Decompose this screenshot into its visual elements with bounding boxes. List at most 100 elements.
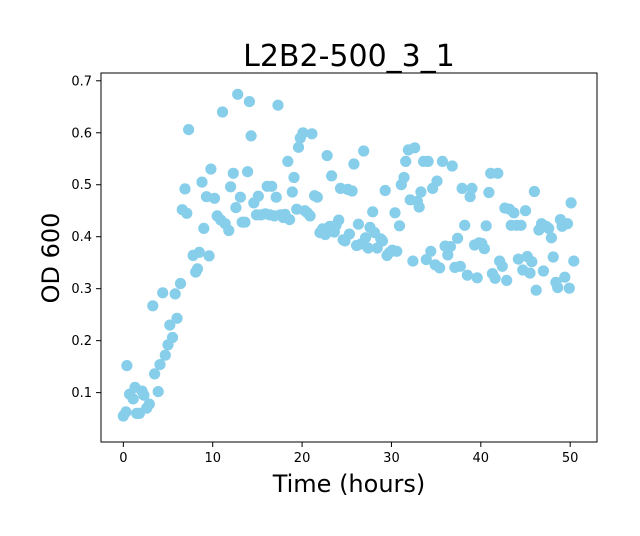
- data-point: [159, 349, 171, 361]
- data-point: [252, 190, 264, 202]
- data-point: [483, 186, 495, 199]
- data-point: [166, 331, 179, 344]
- plot-frame: [100, 72, 598, 443]
- data-point: [563, 282, 575, 294]
- data-point: [193, 246, 205, 258]
- data-point: [152, 386, 164, 398]
- y-tick-label: 0.3: [71, 282, 92, 297]
- data-point: [466, 182, 478, 194]
- x-tick-label: 0: [119, 451, 127, 466]
- data-point: [138, 389, 150, 401]
- data-point: [243, 96, 255, 108]
- x-tick-label: 20: [294, 451, 311, 466]
- data-point: [367, 206, 379, 218]
- chart-title: L2B2-500_3_1: [243, 39, 455, 74]
- data-point: [422, 155, 434, 167]
- data-point: [348, 158, 360, 170]
- axes: 0 10 20 30 40 50 0.1 0.2 0.3 0.4 0.5 0.6 0.7: [71, 72, 598, 466]
- data-point: [223, 224, 235, 237]
- data-point: [515, 219, 527, 231]
- data-point: [286, 186, 298, 198]
- data-point: [198, 222, 210, 234]
- data-point: [288, 171, 300, 184]
- data-point: [164, 319, 176, 331]
- data-point: [230, 202, 242, 214]
- data-point: [179, 183, 191, 195]
- y-tick-label: 0.1: [71, 386, 92, 401]
- data-point: [413, 201, 425, 213]
- data-point: [149, 368, 161, 380]
- data-point: [266, 180, 278, 192]
- x-tick-label: 40: [473, 451, 490, 466]
- data-point: [400, 155, 412, 167]
- y-tick-label: 0.7: [71, 74, 92, 89]
- data-point: [519, 205, 532, 217]
- data-point: [321, 150, 333, 162]
- data-points: [117, 88, 580, 422]
- data-point: [191, 263, 204, 275]
- y-tick-label: 0.4: [71, 230, 92, 245]
- data-point: [326, 170, 338, 182]
- data-point: [561, 218, 574, 230]
- data-point: [157, 287, 169, 299]
- data-point: [208, 192, 221, 204]
- data-point: [528, 185, 541, 198]
- data-point: [282, 155, 294, 167]
- data-point: [526, 256, 538, 268]
- data-point: [409, 142, 421, 154]
- data-point: [121, 360, 133, 372]
- data-point: [398, 171, 410, 184]
- data-point: [431, 175, 443, 187]
- data-point: [196, 176, 208, 188]
- y-axis-label: OD 600: [37, 213, 65, 304]
- data-point: [304, 210, 316, 222]
- data-point: [545, 232, 558, 244]
- data-point: [446, 160, 458, 172]
- data-point: [232, 88, 244, 100]
- data-point: [284, 214, 296, 226]
- data-point: [496, 260, 508, 272]
- data-point: [358, 145, 370, 157]
- data-point: [234, 191, 246, 203]
- data-point: [376, 235, 389, 247]
- data-point: [512, 253, 525, 265]
- data-point: [154, 359, 166, 371]
- data-point: [216, 106, 229, 118]
- data-point: [174, 277, 187, 290]
- data-point: [183, 124, 195, 136]
- data-point: [480, 220, 492, 232]
- y-tick-label: 0.6: [71, 126, 92, 141]
- data-point: [227, 167, 239, 179]
- data-point: [436, 155, 448, 167]
- data-point: [492, 167, 504, 179]
- data-point: [272, 99, 284, 111]
- data-point: [343, 228, 355, 240]
- x-tick-label: 10: [204, 451, 221, 466]
- data-point: [245, 130, 257, 142]
- y-tick-label: 0.5: [71, 178, 92, 193]
- data-point: [292, 141, 305, 153]
- data-point: [225, 181, 237, 193]
- y-tick-label: 0.2: [71, 334, 92, 349]
- data-point: [242, 166, 254, 178]
- data-point: [306, 128, 318, 140]
- data-point: [407, 255, 419, 267]
- data-point: [508, 207, 520, 219]
- data-point: [420, 254, 432, 266]
- data-point: [559, 271, 571, 283]
- data-point: [471, 272, 483, 284]
- data-point: [391, 245, 403, 257]
- data-point: [565, 197, 577, 209]
- data-point: [547, 251, 559, 263]
- data-point: [333, 214, 345, 226]
- data-point: [239, 216, 251, 228]
- data-point: [359, 232, 372, 244]
- data-point: [171, 312, 183, 324]
- data-point: [452, 232, 464, 244]
- data-point: [524, 267, 536, 279]
- data-point: [203, 250, 215, 262]
- data-point: [346, 185, 358, 197]
- data-point: [444, 241, 456, 253]
